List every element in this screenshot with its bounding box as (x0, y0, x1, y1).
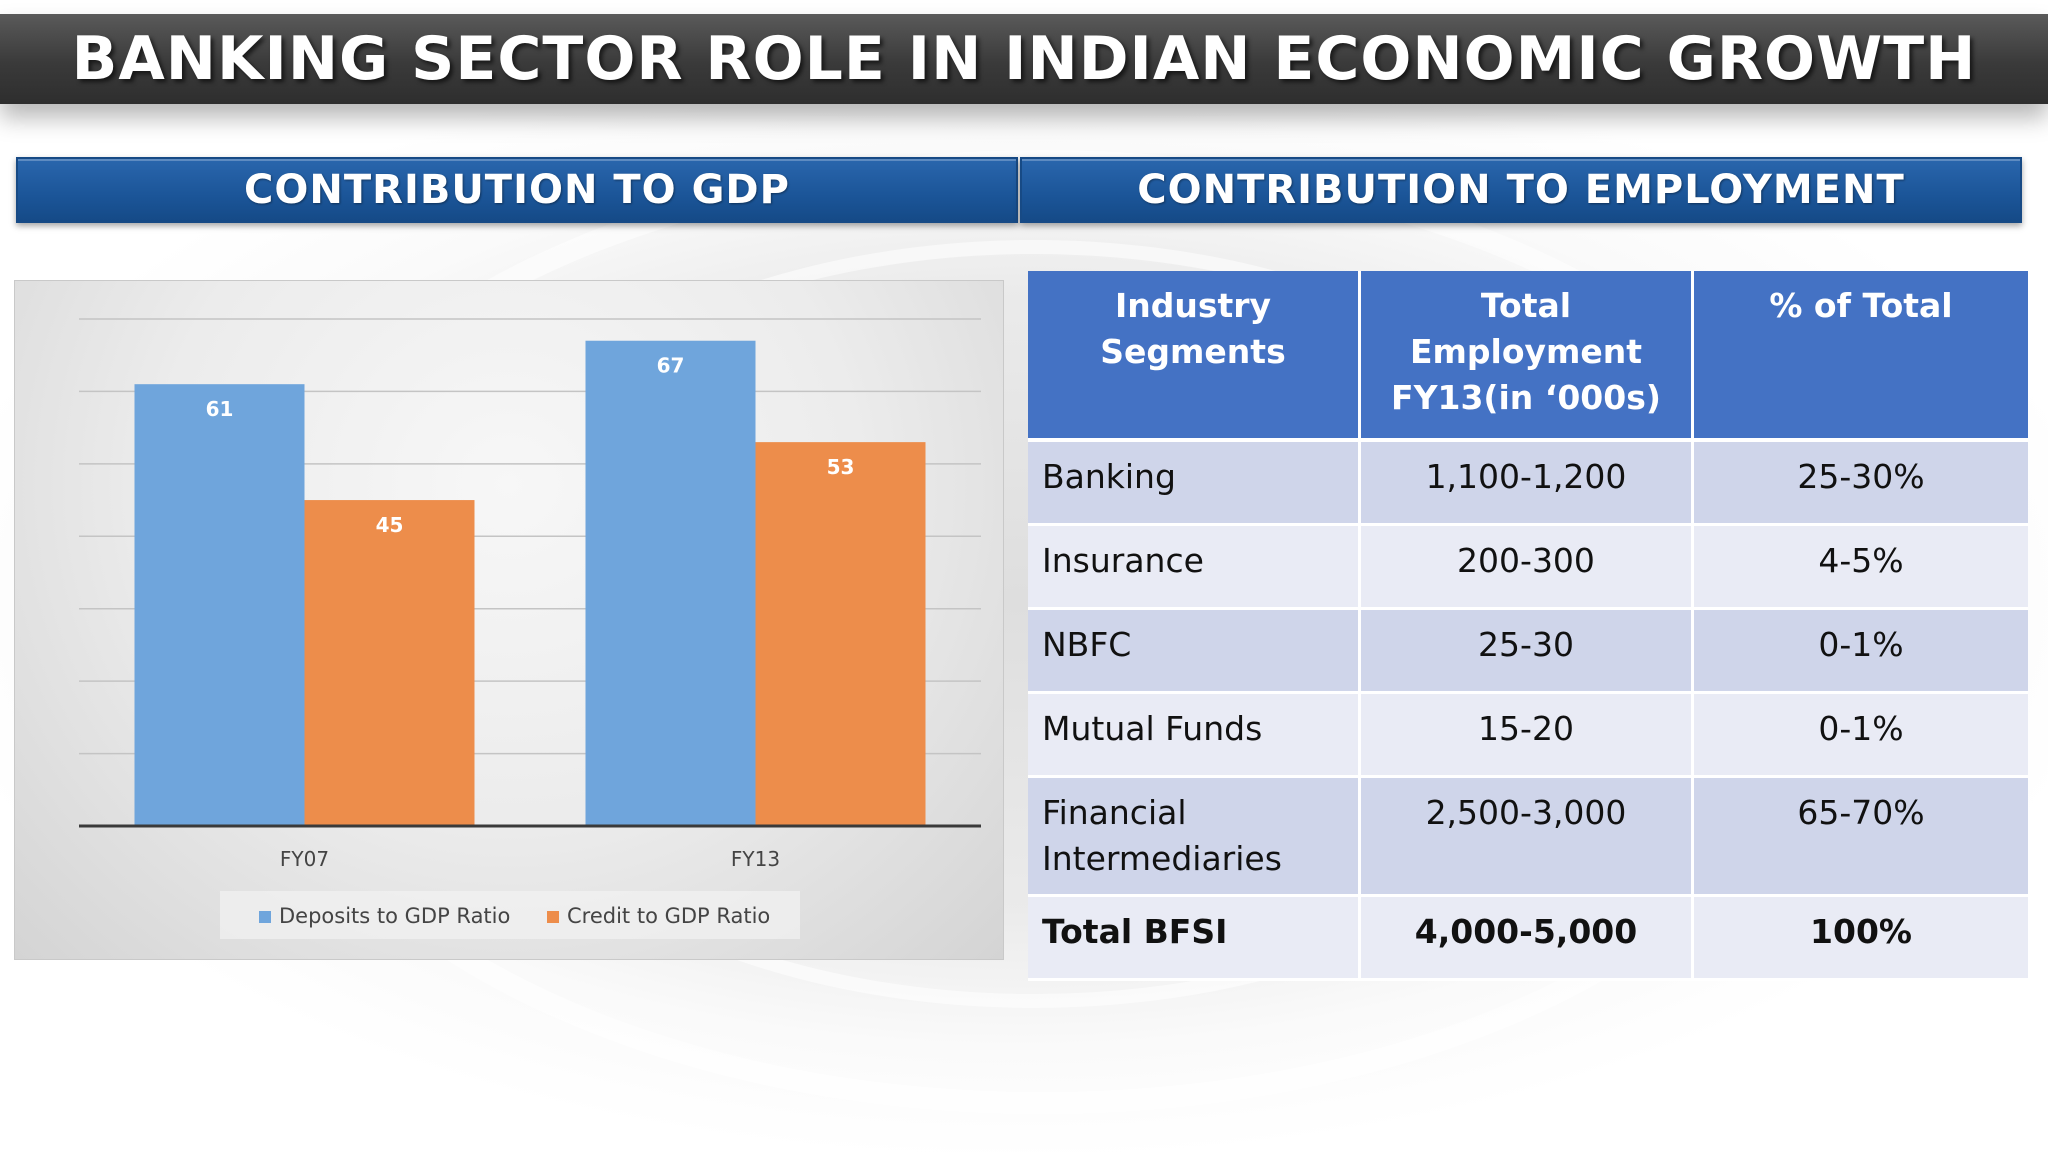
percent-cell: 0-1% (1694, 694, 2028, 778)
bar-deposits-to-gdp-ratio-fy07 (134, 384, 305, 826)
header-total-employment: Total Employment FY13(in ‘000s) (1361, 271, 1694, 442)
table-row: Mutual Funds 15-20 0-1% (1028, 694, 2028, 778)
table-row: Financial Intermediaries 2,500-3,000 65-… (1028, 778, 2028, 897)
segment-cell: Financial Intermediaries (1028, 778, 1361, 897)
employment-cell: 2,500-3,000 (1361, 778, 1694, 897)
x-tick-label: FY13 (731, 847, 780, 871)
data-label: 45 (376, 513, 404, 537)
data-label: 61 (206, 397, 234, 421)
employment-cell: 4,000-5,000 (1361, 897, 1694, 981)
page-title: BANKING SECTOR ROLE IN INDIAN ECONOMIC G… (71, 24, 1977, 94)
table-header-row: Industry Segments Total Employment FY13(… (1028, 271, 2028, 442)
gdp-section-header: CONTRIBUTION TO GDP (16, 157, 1018, 223)
segment-cell: Total BFSI (1028, 897, 1361, 981)
legend-label: Deposits to GDP Ratio (279, 904, 510, 928)
percent-cell: 4-5% (1694, 526, 2028, 610)
legend-swatch (259, 911, 271, 923)
gdp-bar-chart: 61 45 FY07 67 53 FY13 Deposits to GDP Ratio Cre… (79, 318, 981, 939)
employment-cell: 1,100-1,200 (1361, 442, 1694, 526)
employment-table: Industry Segments Total Employment FY13(… (1028, 271, 2028, 981)
header-industry-segments: Industry Segments (1028, 271, 1361, 442)
percent-cell: 0-1% (1694, 610, 2028, 694)
bar-credit-to-gdp-ratio-fy13 (755, 442, 926, 826)
table-total-row: Total BFSI 4,000-5,000 100% (1028, 897, 2028, 981)
employment-cell: 200-300 (1361, 526, 1694, 610)
legend-box (220, 891, 800, 939)
employment-cell: 15-20 (1361, 694, 1694, 778)
table-row: NBFC 25-30 0-1% (1028, 610, 2028, 694)
table-row: Insurance 200-300 4-5% (1028, 526, 2028, 610)
segment-cell: Banking (1028, 442, 1361, 526)
percent-cell: 100% (1694, 897, 2028, 981)
bar-credit-to-gdp-ratio-fy07 (304, 500, 475, 826)
data-label: 67 (657, 354, 685, 378)
percent-cell: 65-70% (1694, 778, 2028, 897)
segment-cell: Mutual Funds (1028, 694, 1361, 778)
x-tick-label: FY07 (280, 847, 329, 871)
header-percent-total: % of Total (1694, 271, 2028, 442)
table-row: Banking 1,100-1,200 25-30% (1028, 442, 2028, 526)
data-label: 53 (827, 455, 855, 479)
bar-deposits-to-gdp-ratio-fy13 (585, 340, 756, 826)
employment-section-header: CONTRIBUTION TO EMPLOYMENT (1020, 157, 2022, 223)
segment-cell: NBFC (1028, 610, 1361, 694)
percent-cell: 25-30% (1694, 442, 2028, 526)
gdp-chart-panel: 61 45 FY07 67 53 FY13 Deposits to GDP Ratio Cre… (14, 280, 1004, 960)
employment-cell: 25-30 (1361, 610, 1694, 694)
title-bar: BANKING SECTOR ROLE IN INDIAN ECONOMIC G… (0, 14, 2048, 104)
legend-label: Credit to GDP Ratio (567, 904, 770, 928)
legend-swatch (547, 911, 559, 923)
segment-cell: Insurance (1028, 526, 1361, 610)
